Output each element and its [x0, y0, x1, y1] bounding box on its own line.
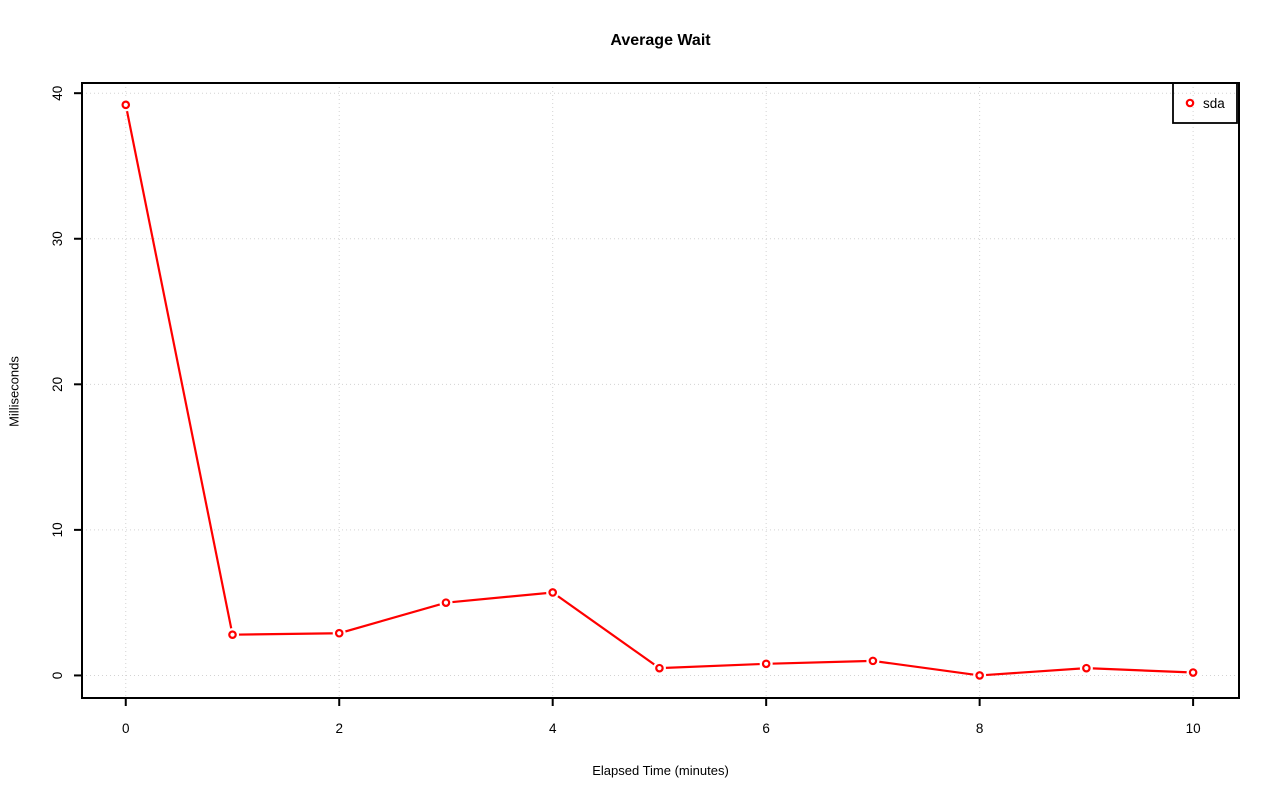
marker-halo	[866, 654, 880, 668]
marker-halo	[1079, 661, 1093, 675]
marker-halo	[973, 668, 987, 682]
y-tick-label: 30	[50, 231, 65, 246]
x-tick-label: 0	[122, 721, 130, 736]
y-tick-label: 0	[50, 672, 65, 680]
marker-halo	[119, 98, 133, 112]
marker-halo	[759, 657, 773, 671]
y-tick-label: 10	[50, 522, 65, 537]
marker-halo	[225, 628, 239, 642]
marker-halo	[1186, 666, 1200, 680]
x-tick-label: 4	[549, 721, 557, 736]
data-point-marker	[975, 671, 984, 680]
data-point-marker	[334, 628, 344, 638]
x-tick-label: 8	[976, 721, 984, 736]
x-tick-label: 2	[335, 721, 343, 736]
legend-box	[1172, 82, 1238, 124]
marker-halo	[332, 626, 346, 640]
y-tick-label: 20	[50, 377, 65, 392]
chart-title: Average Wait	[610, 32, 711, 49]
series-line	[124, 104, 1194, 677]
data-point-marker	[548, 588, 557, 597]
y-axis-label: Milliseconds	[6, 356, 22, 427]
data-point-marker	[1082, 663, 1091, 673]
plot-frame	[81, 82, 1240, 699]
marker-halo	[652, 661, 666, 675]
data-point-marker	[121, 100, 131, 110]
x-axis-label: Elapsed Time (minutes)	[592, 763, 729, 778]
data-point-marker	[761, 659, 771, 669]
data-point-marker	[228, 630, 237, 639]
data-point-marker	[1188, 668, 1198, 677]
legend-marker-icon	[1185, 98, 1195, 108]
data-point-marker	[655, 663, 664, 673]
x-tick-label: 6	[762, 721, 770, 736]
marker-halo	[546, 585, 560, 599]
data-point-marker	[441, 598, 451, 607]
y-tick-label: 40	[50, 86, 65, 101]
marker-halo	[439, 596, 453, 610]
legend-label: sda	[1203, 96, 1225, 111]
data-point-marker	[868, 656, 878, 666]
x-tick-label: 10	[1186, 721, 1201, 736]
